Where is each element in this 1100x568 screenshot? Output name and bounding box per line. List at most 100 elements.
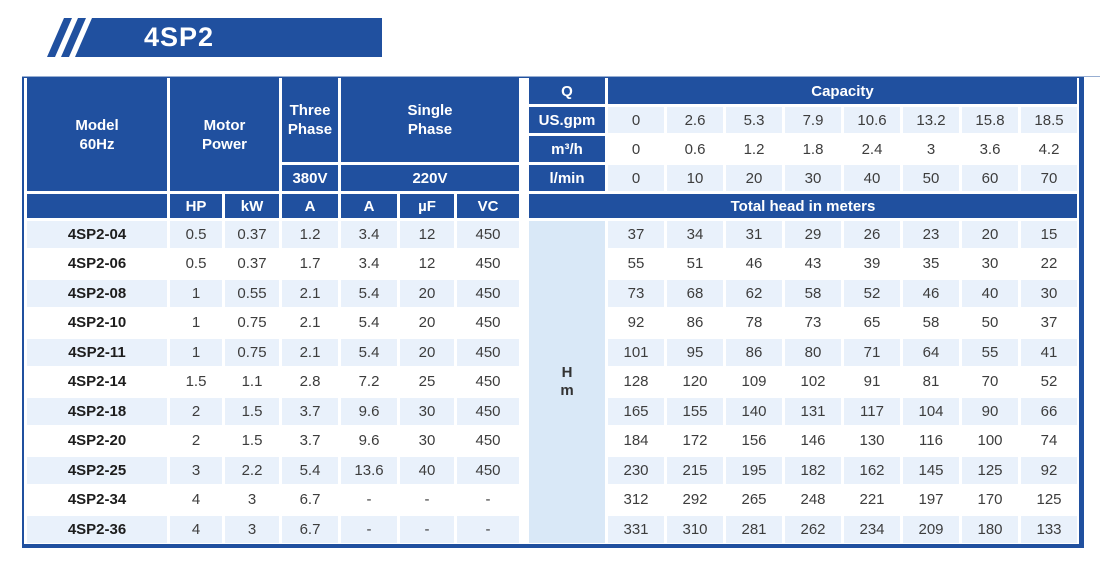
head-value-cell: 281 — [726, 516, 782, 543]
spec-value-cell: 12 — [418, 255, 436, 273]
flow-unit-usgpm: US.gpm — [529, 107, 605, 133]
spec-value-cell: 20 — [418, 314, 436, 332]
single-phase-header: Single Phase — [341, 78, 519, 162]
head-value-cell: 125 — [962, 457, 1018, 484]
series-title: 4SP2 — [144, 21, 215, 52]
head-value-cell: 46 — [745, 255, 763, 273]
head-value-cell: 71 — [844, 339, 900, 366]
flow-value-cell: 20 — [726, 165, 782, 191]
spec-value-cell: 1.5 — [185, 373, 207, 391]
spec-value-cell: 9.6 — [358, 432, 380, 450]
head-value-cell: 35 — [922, 255, 940, 273]
head-value-cell: 130 — [859, 432, 885, 450]
head-value-cell: 37 — [608, 221, 664, 248]
head-value-cell: 292 — [682, 491, 708, 509]
head-value-cell: 310 — [667, 516, 723, 543]
model-cell: 4SP2-10 — [67, 314, 127, 332]
subheader-vc: VC — [457, 194, 519, 218]
spec-value-cell: 1 — [191, 314, 201, 332]
head-value-cell: 81 — [922, 373, 940, 391]
head-value-cell: 120 — [682, 373, 708, 391]
flow-value-cell: 1.8 — [802, 140, 824, 158]
model-cell: 4SP2-06 — [67, 255, 127, 273]
spec-value-cell: 30 — [418, 432, 436, 450]
head-value-cell: 104 — [903, 398, 959, 425]
flow-unit-lmin: l/min — [529, 165, 605, 191]
spec-value-cell: 2.1 — [282, 339, 338, 366]
model-cell: 4SP2-34 — [67, 491, 127, 509]
head-value-cell: 29 — [785, 221, 841, 248]
spec-value-cell: 450 — [457, 280, 519, 307]
spec-value-cell: 3.7 — [299, 432, 321, 450]
head-value-cell: 74 — [1040, 432, 1058, 450]
spec-value-cell: 20 — [400, 339, 454, 366]
spec-value-cell: 25 — [418, 373, 436, 391]
head-value-cell: 184 — [623, 432, 649, 450]
spec-value-cell: 5.4 — [358, 314, 380, 332]
spec-value-cell: 13.6 — [341, 457, 397, 484]
capacity-header: Capacity — [608, 78, 1077, 104]
head-value-cell: 172 — [682, 432, 708, 450]
head-value-cell: 331 — [608, 516, 664, 543]
spec-value-cell: - — [366, 491, 372, 509]
head-value-cell: 64 — [903, 339, 959, 366]
head-value-cell: 221 — [859, 491, 885, 509]
spec-value-cell: 3.4 — [341, 221, 397, 248]
flow-value-cell: 50 — [903, 165, 959, 191]
spec-value-cell: 450 — [475, 255, 501, 273]
spec-value-cell: 3.7 — [282, 398, 338, 425]
flow-value-cell: 3 — [926, 140, 936, 158]
series-banner: 4SP2 — [30, 18, 382, 57]
spec-value-cell: 0.5 — [185, 255, 207, 273]
spec-value-cell: 2.2 — [225, 457, 279, 484]
head-value-cell: 73 — [608, 280, 664, 307]
spec-value-cell: 6.7 — [282, 516, 338, 543]
head-value-cell: 52 — [844, 280, 900, 307]
spec-value-cell: 0.37 — [225, 221, 279, 248]
head-value-cell: 55 — [627, 255, 645, 273]
spec-value-cell: 0.5 — [170, 221, 222, 248]
spec-value-cell: 30 — [400, 398, 454, 425]
head-value-cell: 100 — [977, 432, 1003, 450]
head-value-cell: 92 — [1021, 457, 1077, 484]
spec-value-cell: 1.7 — [299, 255, 321, 273]
flow-value-cell: 2.4 — [861, 140, 883, 158]
banner-stripe-icon — [61, 18, 86, 57]
head-value-cell: 146 — [800, 432, 826, 450]
total-head-header: Total head in meters — [529, 194, 1077, 218]
head-value-cell: 65 — [863, 314, 881, 332]
head-value-cell: 31 — [726, 221, 782, 248]
spec-value-cell: 2.1 — [299, 314, 321, 332]
model-cell: 4SP2-11 — [27, 339, 167, 366]
head-value-cell: 156 — [741, 432, 767, 450]
spec-table-grid: Model 60Hz Motor Power Three Phase 380V … — [27, 78, 1077, 543]
model-cell: 4SP2-14 — [67, 373, 127, 391]
spec-value-cell: - — [424, 491, 430, 509]
head-value-cell: 86 — [686, 314, 704, 332]
head-value-cell: 92 — [627, 314, 645, 332]
head-value-cell: 73 — [804, 314, 822, 332]
subheader-a-380: A — [282, 194, 338, 218]
head-value-cell: 262 — [785, 516, 841, 543]
flow-value-cell: 4.2 — [1038, 140, 1060, 158]
head-value-cell: 22 — [1040, 255, 1058, 273]
head-value-cell: 133 — [1021, 516, 1077, 543]
flow-value-cell: 30 — [785, 165, 841, 191]
flow-value-cell: 18.5 — [1021, 107, 1077, 133]
head-value-cell: 66 — [1021, 398, 1077, 425]
spec-value-cell: - — [485, 491, 491, 509]
spec-value-cell: 40 — [400, 457, 454, 484]
head-value-cell: 26 — [844, 221, 900, 248]
flow-value-cell: 60 — [962, 165, 1018, 191]
spec-value-cell: 4 — [170, 516, 222, 543]
head-value-cell: 195 — [726, 457, 782, 484]
spec-value-cell: 3 — [225, 516, 279, 543]
head-value-cell: 215 — [667, 457, 723, 484]
subheader-spacer — [27, 194, 167, 218]
spec-value-cell: 1.5 — [225, 398, 279, 425]
spec-value-cell: 450 — [457, 457, 519, 484]
flow-value-cell: 40 — [844, 165, 900, 191]
spec-value-cell: 0.75 — [225, 339, 279, 366]
head-value-cell: 102 — [800, 373, 826, 391]
